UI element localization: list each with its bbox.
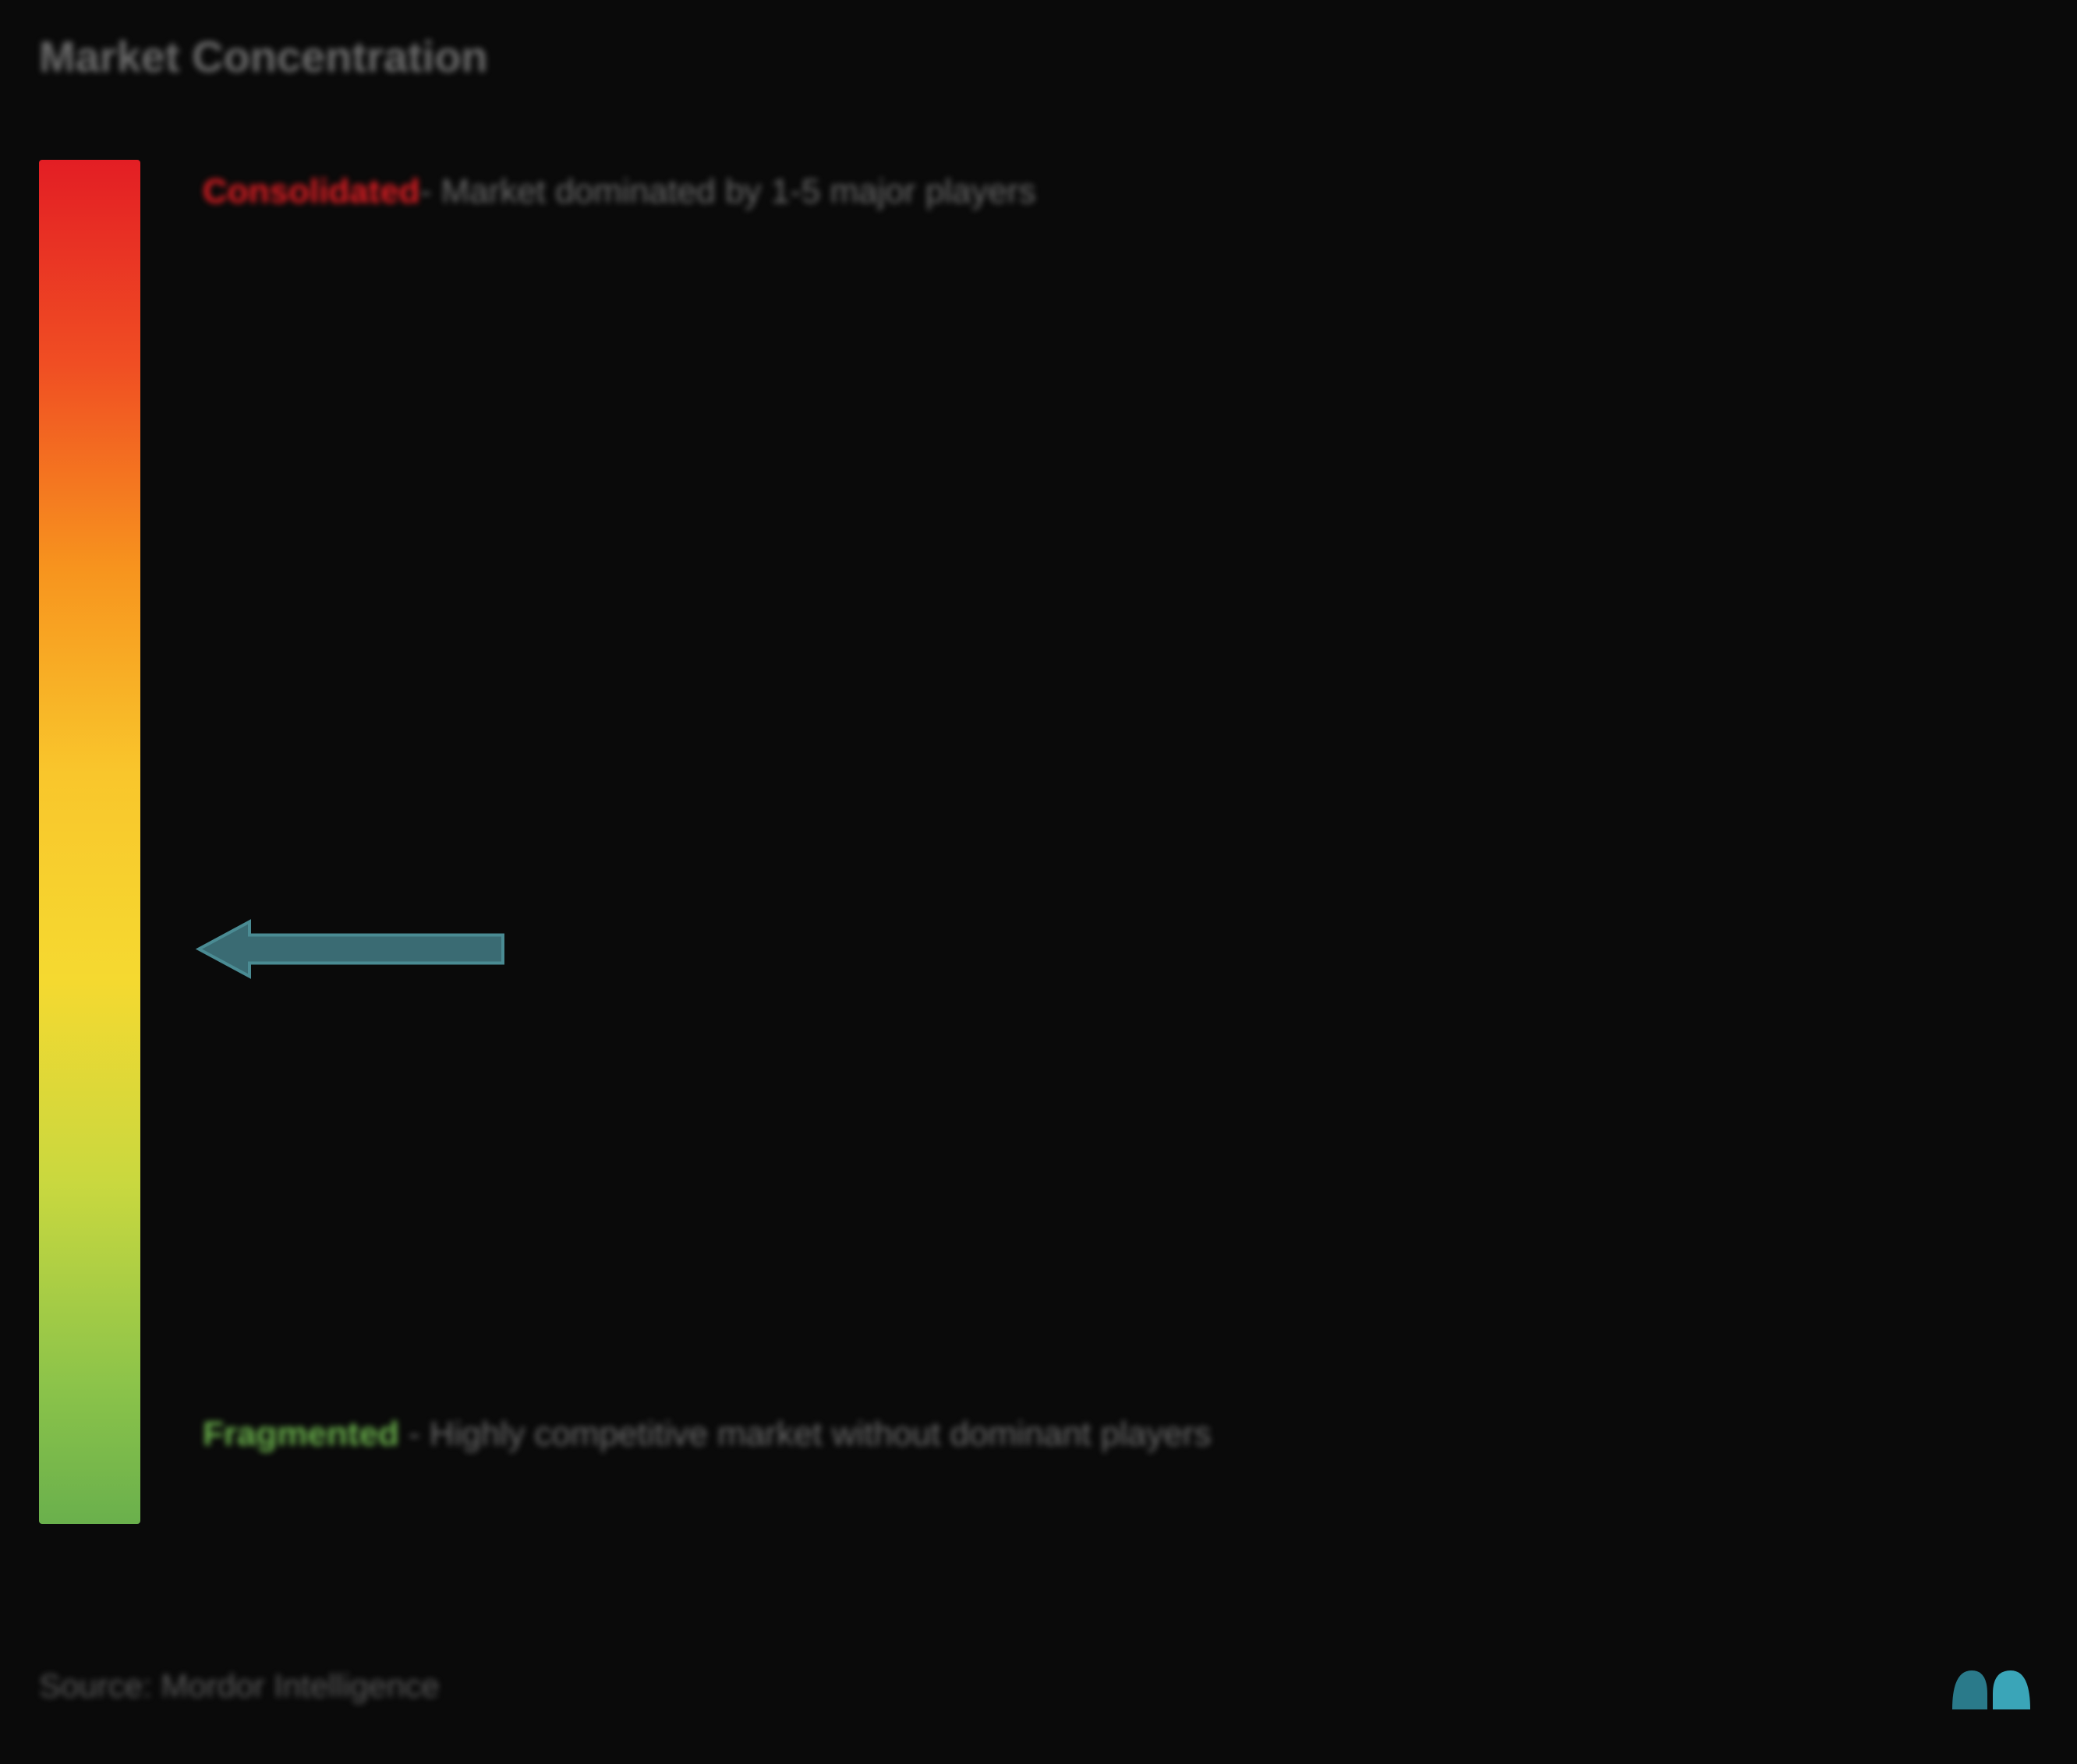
position-indicator-arrow (195, 910, 507, 992)
mordor-logo-icon (1944, 1655, 2038, 1717)
fragmented-label: Fragmented - Highly competitive market w… (203, 1407, 1212, 1462)
chart-footer: Source: Mordor Intelligence (39, 1655, 2038, 1717)
fragmented-highlight: Fragmented (203, 1415, 399, 1453)
consolidated-description: - Market dominated by 1-5 major players (420, 172, 1036, 210)
chart-title: Market Concentration (39, 31, 2038, 82)
concentration-gradient-bar (39, 160, 140, 1524)
consolidated-highlight: Consolidated (203, 172, 420, 210)
arrow-icon (195, 910, 507, 988)
source-attribution: Source: Mordor Intelligence (39, 1667, 440, 1705)
consolidated-label: Consolidated- Market dominated by 1-5 ma… (203, 168, 1036, 216)
chart-content: Consolidated- Market dominated by 1-5 ma… (39, 160, 2038, 1524)
labels-container: Consolidated- Market dominated by 1-5 ma… (203, 160, 2038, 1524)
fragmented-description: - Highly competitive market without domi… (399, 1415, 1212, 1453)
